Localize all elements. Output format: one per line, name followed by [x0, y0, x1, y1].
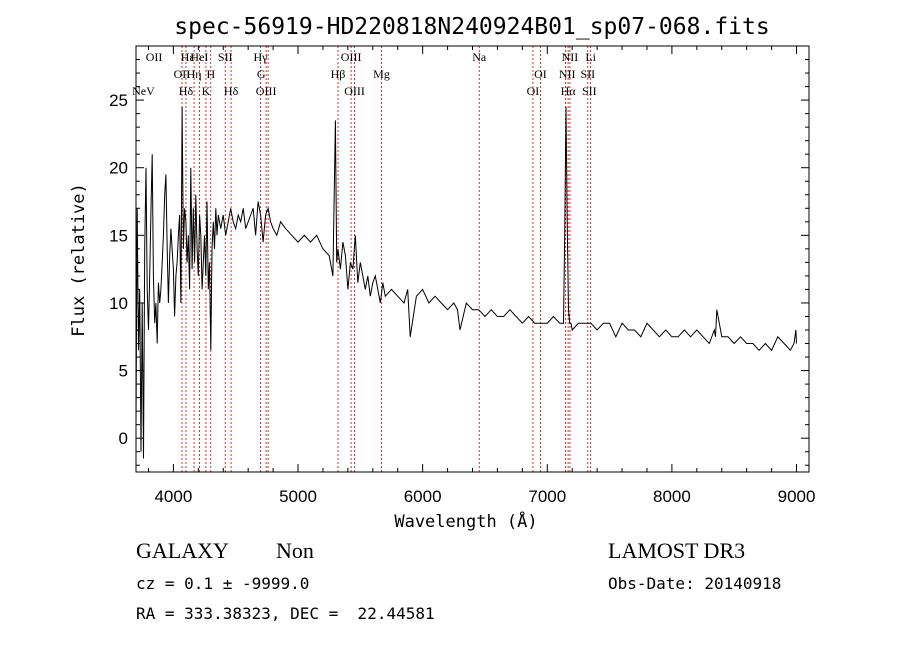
- emission-line-markers: [181, 46, 592, 472]
- y-axis-label: Flux (relative): [69, 183, 89, 337]
- observation-date: Obs-Date: 20140918: [608, 574, 782, 593]
- x-tick-label: 8000: [653, 487, 691, 506]
- line-label: NII: [562, 50, 579, 64]
- line-label: Hη: [187, 67, 202, 81]
- y-tick-label: 0: [119, 429, 128, 448]
- line-label: SII: [218, 50, 233, 64]
- object-subclass: Non: [276, 538, 314, 563]
- x-axis: 4000 5000 6000 7000 8000 9000: [147, 46, 816, 506]
- y-tick-label: 5: [119, 362, 128, 381]
- x-tick-label: 9000: [778, 487, 816, 506]
- x-tick-label: 7000: [528, 487, 566, 506]
- line-label: Hβ: [331, 67, 346, 81]
- line-label: NII: [559, 67, 576, 81]
- line-label: Li: [585, 50, 596, 64]
- chart-title: spec-56919-HD220818N240924B01_sp07-068.f…: [174, 14, 769, 40]
- emission-line-labels: NeVOIIOIIHεHδHηHeIKHSIIHδHγGOIIIOIIIHβOI…: [132, 50, 597, 98]
- line-label: H: [206, 67, 215, 81]
- line-label: HeI: [190, 50, 208, 64]
- y-tick-label: 25: [109, 91, 128, 110]
- x-tick-label: 4000: [154, 487, 192, 506]
- line-label: OIII: [341, 50, 362, 64]
- line-label: G: [257, 67, 266, 81]
- line-label: OII: [146, 50, 163, 64]
- line-label: Na: [472, 50, 487, 64]
- y-axis: 0 5 10 15 20 25: [109, 59, 809, 466]
- line-label: K: [202, 84, 211, 98]
- line-label: Mg: [373, 67, 390, 81]
- line-label: Hε: [181, 50, 195, 64]
- y-tick-label: 10: [109, 294, 128, 313]
- x-tick-label: 6000: [404, 487, 442, 506]
- redshift-value: cz = 0.1 ± -9999.0: [136, 574, 310, 593]
- plot-frame: [135, 45, 810, 473]
- x-tick-label: 5000: [279, 487, 317, 506]
- line-label: SII: [582, 84, 597, 98]
- x-axis-label: Wavelength (Å): [394, 510, 537, 532]
- line-label: NeV: [132, 84, 155, 98]
- line-label: Hα: [561, 84, 577, 98]
- line-label: OII: [174, 67, 191, 81]
- line-label: SII: [580, 67, 595, 81]
- line-label: OIII: [344, 84, 365, 98]
- line-label: Hδ: [179, 84, 194, 98]
- line-label: OIII: [256, 84, 277, 98]
- y-tick-label: 20: [109, 159, 128, 178]
- y-tick-label: 15: [109, 226, 128, 245]
- line-label: OI: [534, 67, 547, 81]
- line-label: Hγ: [254, 50, 269, 64]
- line-label: OI: [527, 84, 540, 98]
- line-label: Hδ: [224, 84, 239, 98]
- coordinates: RA = 333.38323, DEC = 22.44581: [136, 604, 435, 623]
- survey-name: LAMOST DR3: [608, 538, 746, 563]
- spectrum-line: [135, 106, 797, 459]
- object-class: GALAXY: [136, 538, 229, 563]
